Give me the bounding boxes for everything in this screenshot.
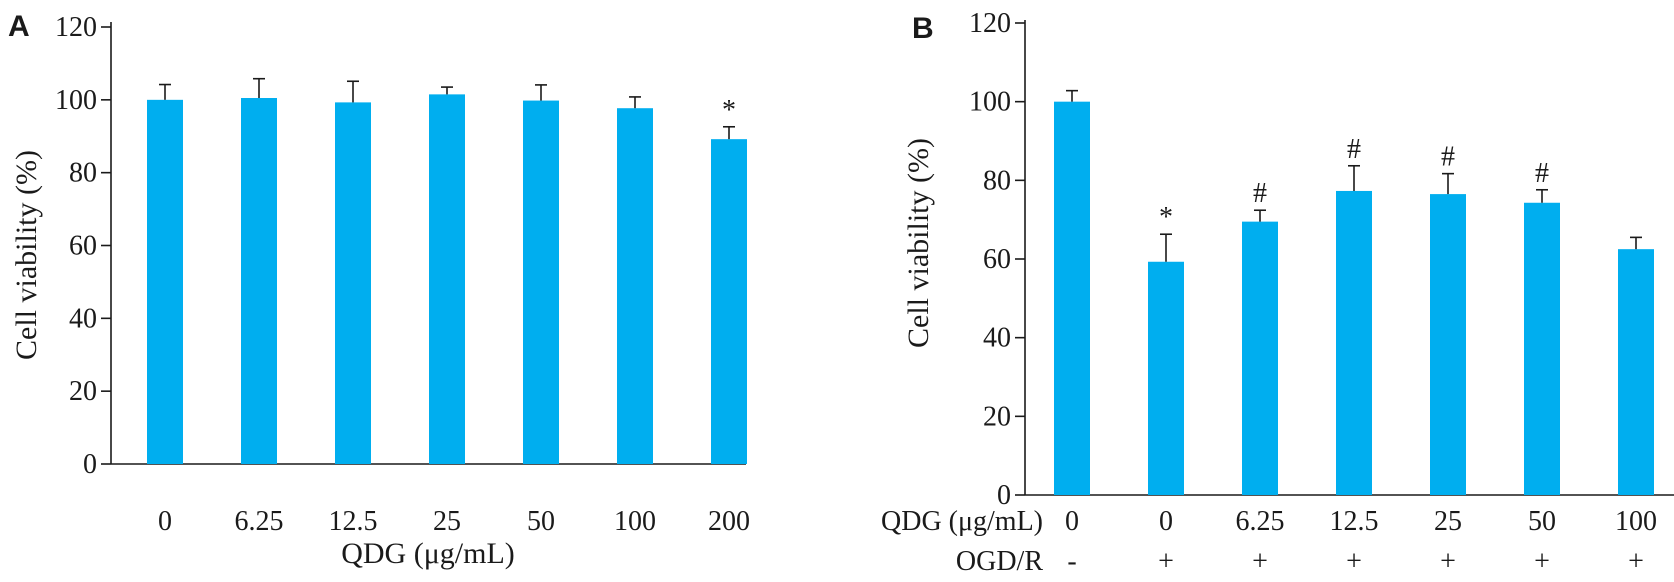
- significance-marker: *: [1159, 202, 1173, 233]
- panel-a-x-axis-title: QDG (μg/mL): [341, 537, 515, 570]
- category-row-value: 12.5: [1330, 506, 1379, 537]
- panel-b: B Cell viability (%) 0 20 40 60 80 100 120 * # #…: [881, 8, 1674, 577]
- panel-b-letter: B: [912, 12, 934, 45]
- bar: [335, 102, 371, 464]
- y-tick-label: 80: [983, 165, 1011, 196]
- bar: [1524, 202, 1560, 495]
- category-row-label: OGD/R: [956, 546, 1043, 577]
- bar: [1336, 190, 1372, 495]
- panel-a-letter: A: [8, 10, 30, 43]
- bar: [1242, 221, 1278, 495]
- panel-a: A Cell viability (%) QDG (μg/mL) 0 20 40 60…: [8, 10, 750, 570]
- category-row-value: +: [1440, 546, 1456, 577]
- y-tick-label: 100: [55, 85, 97, 116]
- y-tick-label: 40: [69, 303, 97, 334]
- category-row-value: +: [1346, 546, 1362, 577]
- panel-a-y-axis-title: Cell viability (%): [10, 150, 43, 360]
- panel-b-category-rows: QDG (μg/mL) 0 0 6.25 12.5 25 50 100 OGD/R - + + + + + +: [881, 506, 1657, 577]
- bar: [1148, 261, 1184, 495]
- x-tick-label: 200: [708, 506, 750, 537]
- x-tick-label: 50: [527, 506, 555, 537]
- bar: [429, 94, 465, 464]
- bar: [523, 100, 559, 464]
- bar: [1618, 249, 1654, 495]
- panel-b-bars: * # # # #: [1054, 89, 1654, 496]
- panel-b-y-ticks: 0 20 40 60 80 100 120: [969, 8, 1025, 511]
- y-tick-label: 20: [69, 376, 97, 407]
- category-row-value: 100: [1615, 506, 1657, 537]
- x-tick-label: 0: [158, 506, 172, 537]
- y-tick-label: 40: [983, 323, 1011, 354]
- significance-marker: #: [1441, 142, 1455, 173]
- panel-b-y-axis-title: Cell viability (%): [902, 138, 935, 348]
- significance-marker: #: [1535, 158, 1549, 189]
- category-row-value: +: [1252, 546, 1268, 577]
- category-row-value: +: [1628, 546, 1644, 577]
- category-row-value: 50: [1528, 506, 1556, 537]
- category-row-label: QDG (μg/mL): [881, 506, 1043, 537]
- bar: [241, 98, 277, 464]
- significance-marker: #: [1347, 134, 1361, 165]
- category-row-value: 6.25: [1236, 506, 1285, 537]
- x-tick-label: 12.5: [329, 506, 378, 537]
- y-tick-label: 120: [55, 12, 97, 43]
- panel-a-y-ticks: 0 20 40 60 80 100 120: [55, 12, 111, 480]
- panel-a-bars: *: [147, 77, 747, 464]
- bar: [711, 139, 747, 464]
- category-row-value: 25: [1434, 506, 1462, 537]
- significance-marker: *: [722, 95, 736, 126]
- significance-marker: #: [1253, 178, 1267, 209]
- x-tick-label: 100: [614, 506, 656, 537]
- category-row-value: +: [1534, 546, 1550, 577]
- y-tick-label: 0: [83, 449, 97, 480]
- category-row-value: -: [1067, 546, 1076, 577]
- category-row-value: +: [1158, 546, 1174, 577]
- bar: [617, 108, 653, 464]
- category-row-value: 0: [1159, 506, 1173, 537]
- y-tick-label: 60: [69, 231, 97, 262]
- y-tick-label: 20: [983, 401, 1011, 432]
- bar: [147, 99, 183, 464]
- y-tick-label: 80: [69, 158, 97, 189]
- x-tick-label: 25: [433, 506, 461, 537]
- y-tick-label: 0: [997, 480, 1011, 511]
- bar: [1430, 194, 1466, 495]
- category-row-value: 0: [1065, 506, 1079, 537]
- y-tick-label: 120: [969, 8, 1011, 39]
- y-tick-label: 60: [983, 244, 1011, 275]
- bar: [1054, 101, 1090, 496]
- y-tick-label: 100: [969, 87, 1011, 118]
- x-tick-label: 6.25: [235, 506, 284, 537]
- panel-a-x-tick-labels: 0 6.25 12.5 25 50 100 200: [158, 506, 750, 537]
